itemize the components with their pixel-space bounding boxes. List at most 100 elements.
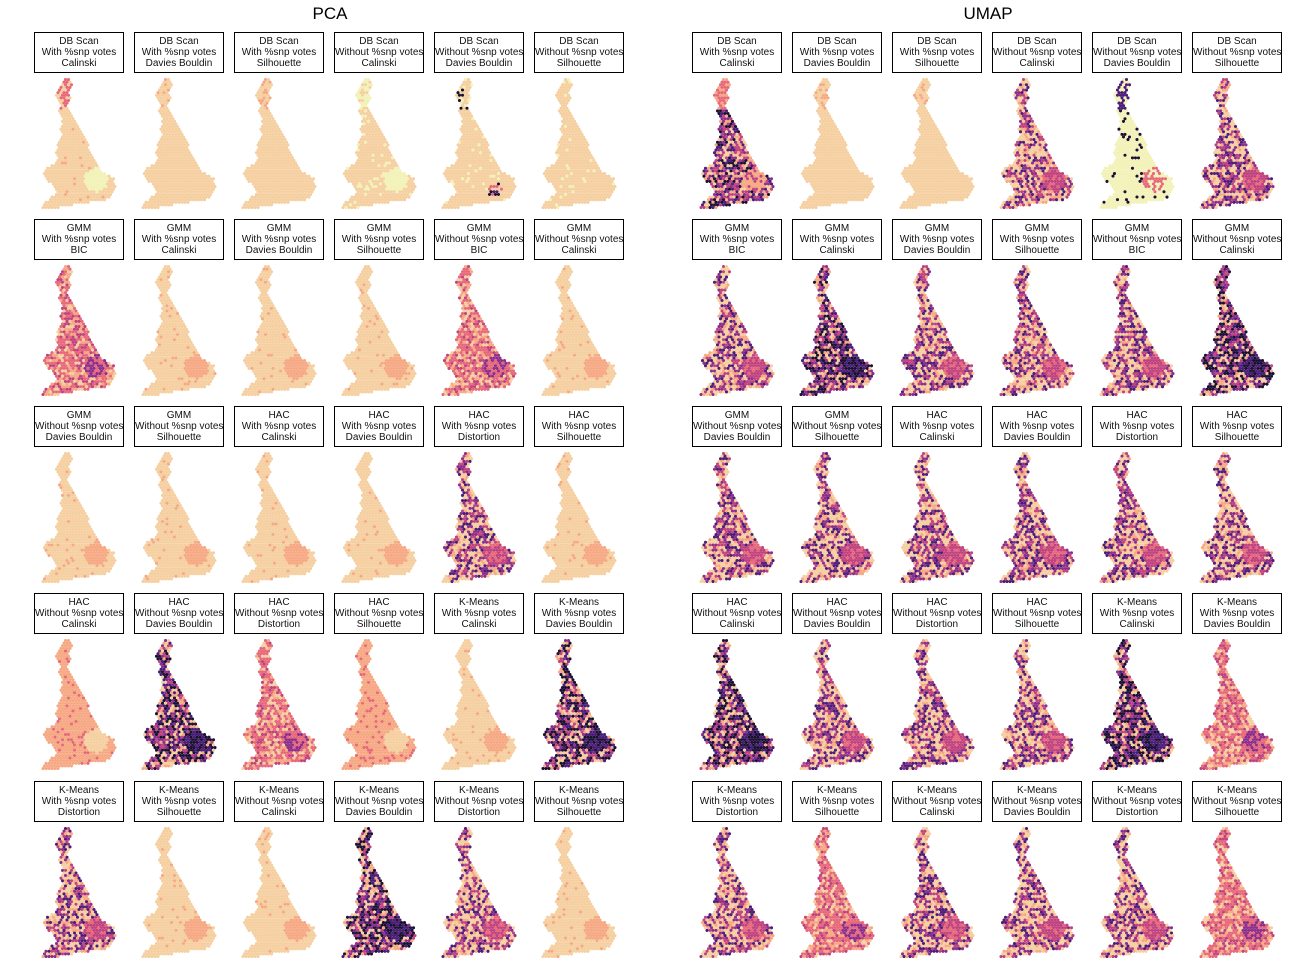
hex-cell [287, 353, 292, 357]
hex-cell [195, 382, 199, 386]
hex-cell [263, 390, 268, 394]
hex-cell [593, 187, 598, 191]
hex-cell [365, 267, 369, 271]
hex-cell [271, 200, 275, 204]
hex-cell [78, 145, 83, 150]
hex-cell [566, 156, 571, 160]
hex-cell [102, 177, 107, 181]
hex-cell [196, 172, 201, 176]
hex-cell [571, 117, 575, 121]
hex-cell [66, 296, 71, 300]
hex-cell [377, 335, 381, 339]
hex-cell [272, 119, 277, 123]
hex-cell [399, 177, 404, 181]
hex-cell [550, 195, 554, 199]
hex-cell [493, 177, 498, 181]
hex-cell [384, 166, 389, 170]
hex-cell [607, 174, 611, 178]
hex-cell [293, 172, 298, 176]
hex-cell [60, 385, 65, 389]
hex-cell [351, 203, 356, 207]
hex-cell [386, 200, 390, 204]
hex-cell [171, 372, 175, 376]
hex-cell [277, 335, 281, 339]
hex-cell [275, 125, 280, 129]
hex-cell [490, 156, 495, 160]
hex-cell [502, 187, 507, 191]
hex-cell [566, 119, 571, 123]
hex-cell [60, 203, 65, 207]
hex-cell [62, 345, 66, 350]
hex-cell [257, 343, 262, 347]
hex-cell [471, 164, 475, 168]
hex-cell [466, 93, 471, 97]
hex-cell [354, 172, 359, 176]
hex-cell [350, 200, 354, 204]
hex-cell [465, 101, 469, 105]
hex-cell [62, 117, 66, 121]
hex-cell [498, 185, 502, 189]
hex-cell [265, 325, 269, 329]
hex-cell [380, 174, 384, 178]
hex-cell [157, 166, 162, 170]
hex-cell [284, 145, 289, 150]
hex-cell [147, 361, 151, 365]
hex-cell [290, 343, 295, 347]
hex-cell [304, 185, 308, 189]
hex-cell [53, 195, 57, 199]
hex-cell [257, 390, 262, 394]
facet-line: Without %snp votes [535, 47, 623, 58]
hex-cell [59, 366, 63, 370]
hex-cell [66, 322, 71, 326]
hex-cell [211, 182, 216, 186]
hex-cell [542, 172, 547, 176]
hex-cell [299, 374, 304, 378]
hex-cell [295, 372, 299, 376]
hex-cell [287, 151, 292, 155]
hex-cell [145, 359, 150, 363]
hex-cell [68, 143, 72, 147]
hex-cell [74, 314, 78, 318]
hex-cell [101, 179, 105, 183]
hex-cell [163, 135, 168, 139]
hex-cell [62, 179, 66, 183]
hex-cell [51, 182, 56, 186]
hex-cell [366, 187, 371, 191]
hex-cell [289, 153, 293, 157]
hex-cell [563, 109, 568, 113]
hex-cell [280, 132, 284, 136]
hex-cell [274, 158, 278, 163]
hex-cell [189, 377, 193, 381]
hex-cell [71, 143, 75, 147]
hex-cell [305, 379, 310, 384]
hex-cell [462, 127, 466, 131]
hex-cell [259, 148, 263, 152]
hex-cell [281, 364, 286, 368]
hex-cell [362, 132, 366, 136]
hex-cell [295, 179, 299, 183]
hex-cell [183, 335, 187, 339]
hex-cell [59, 106, 63, 110]
hex-cell [492, 195, 496, 199]
hex-cell [157, 140, 162, 144]
hex-cell [566, 78, 571, 82]
hex-cell [283, 340, 287, 344]
hex-cell [75, 317, 80, 321]
hex-cell [65, 132, 69, 136]
hex-cell [71, 330, 75, 334]
hex-cell [462, 169, 466, 173]
hex-cell [272, 182, 277, 186]
hex-cell [581, 198, 586, 202]
hex-cell [562, 195, 566, 199]
hex-cell [69, 348, 74, 352]
hex-cell [460, 135, 465, 139]
hex-cell [166, 166, 171, 170]
hex-cell [163, 140, 168, 144]
hex-cell [283, 169, 287, 173]
hex-cell [308, 182, 313, 186]
hex-cell [207, 372, 211, 376]
hex-cell [162, 340, 166, 344]
hex-cell [554, 177, 559, 181]
hex-cell [301, 377, 305, 381]
hex-cell [62, 96, 66, 100]
